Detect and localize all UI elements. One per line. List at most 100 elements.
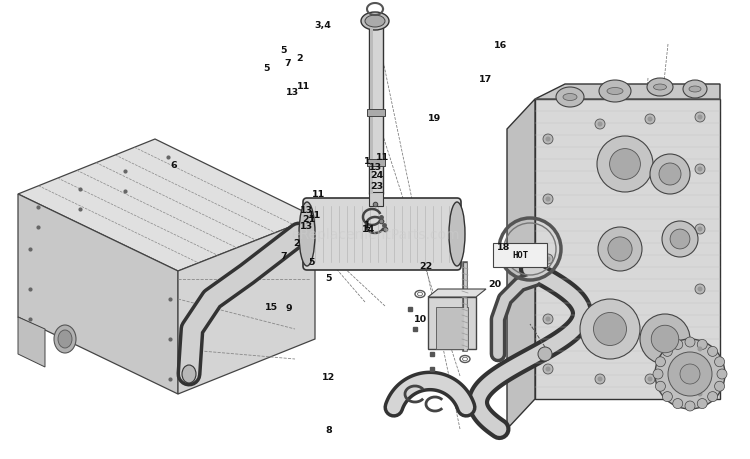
Circle shape	[717, 369, 727, 379]
Circle shape	[598, 122, 602, 127]
Text: 13: 13	[368, 163, 382, 172]
Polygon shape	[535, 100, 720, 399]
Text: 2: 2	[297, 54, 303, 63]
FancyBboxPatch shape	[493, 243, 547, 268]
Circle shape	[595, 120, 605, 130]
Ellipse shape	[361, 13, 389, 31]
Circle shape	[708, 392, 718, 402]
Circle shape	[545, 367, 550, 372]
Circle shape	[698, 399, 707, 409]
Text: 12: 12	[322, 372, 335, 381]
FancyBboxPatch shape	[369, 193, 383, 207]
Circle shape	[608, 237, 632, 262]
Ellipse shape	[556, 88, 584, 108]
Text: 7: 7	[284, 59, 290, 68]
Text: 20: 20	[488, 279, 502, 288]
Circle shape	[698, 167, 703, 172]
Ellipse shape	[365, 16, 385, 28]
Text: 11: 11	[297, 82, 310, 91]
Circle shape	[656, 357, 665, 367]
Text: 3,4: 3,4	[314, 21, 331, 30]
Circle shape	[673, 399, 682, 409]
Text: 5: 5	[308, 257, 314, 266]
Ellipse shape	[683, 81, 707, 99]
Text: 1: 1	[364, 156, 370, 165]
Text: 14: 14	[362, 225, 376, 234]
Circle shape	[598, 377, 602, 382]
Circle shape	[662, 392, 672, 402]
Text: 7: 7	[280, 252, 286, 261]
Circle shape	[651, 325, 679, 353]
FancyBboxPatch shape	[303, 199, 461, 270]
Text: 5: 5	[326, 273, 332, 282]
Polygon shape	[178, 218, 315, 394]
Circle shape	[680, 364, 700, 384]
Text: 22: 22	[419, 262, 433, 271]
Circle shape	[662, 347, 672, 357]
Circle shape	[695, 344, 705, 354]
Circle shape	[647, 377, 652, 382]
Circle shape	[695, 389, 705, 399]
Ellipse shape	[449, 202, 465, 266]
Text: 24: 24	[370, 171, 383, 180]
Text: 2: 2	[293, 239, 299, 248]
Text: 9: 9	[286, 303, 292, 312]
Polygon shape	[18, 317, 45, 367]
FancyBboxPatch shape	[367, 110, 385, 117]
Circle shape	[538, 347, 552, 361]
Circle shape	[698, 340, 707, 350]
Circle shape	[545, 257, 550, 262]
Text: 13: 13	[299, 221, 313, 230]
Circle shape	[598, 228, 642, 271]
Circle shape	[695, 113, 705, 123]
FancyBboxPatch shape	[367, 160, 385, 167]
Circle shape	[708, 347, 718, 357]
Ellipse shape	[563, 94, 577, 101]
Polygon shape	[507, 100, 535, 429]
Circle shape	[545, 197, 550, 202]
Text: 19: 19	[428, 114, 442, 123]
Circle shape	[715, 381, 724, 392]
Polygon shape	[535, 85, 720, 100]
FancyBboxPatch shape	[370, 28, 373, 195]
Text: 23: 23	[370, 181, 383, 190]
Text: 11: 11	[376, 152, 389, 162]
Circle shape	[685, 401, 695, 411]
Circle shape	[650, 155, 690, 195]
Circle shape	[698, 227, 703, 232]
Text: 15: 15	[265, 302, 278, 311]
Circle shape	[543, 195, 553, 205]
Circle shape	[610, 149, 640, 180]
Text: 13: 13	[286, 87, 299, 96]
Circle shape	[670, 230, 690, 249]
FancyBboxPatch shape	[369, 28, 383, 195]
Circle shape	[662, 222, 698, 257]
Circle shape	[645, 374, 655, 384]
Text: 5: 5	[280, 46, 286, 55]
Text: eReplacementParts.com: eReplacementParts.com	[291, 228, 459, 241]
Text: 13: 13	[299, 206, 313, 215]
Circle shape	[647, 117, 652, 122]
Ellipse shape	[607, 88, 623, 95]
Circle shape	[695, 224, 705, 235]
Circle shape	[597, 137, 653, 193]
Circle shape	[595, 374, 605, 384]
Text: 6: 6	[171, 161, 177, 170]
Circle shape	[655, 339, 725, 409]
Text: 1: 1	[364, 220, 370, 230]
Polygon shape	[18, 140, 315, 271]
Circle shape	[656, 381, 665, 392]
Circle shape	[543, 134, 553, 145]
Ellipse shape	[689, 87, 701, 93]
Circle shape	[543, 364, 553, 374]
Text: 17: 17	[479, 74, 493, 84]
Ellipse shape	[58, 330, 72, 348]
Circle shape	[698, 347, 703, 352]
Text: 16: 16	[494, 40, 508, 50]
FancyBboxPatch shape	[428, 297, 476, 349]
Circle shape	[640, 314, 690, 364]
Text: 10: 10	[413, 314, 427, 324]
Circle shape	[698, 287, 703, 292]
Polygon shape	[428, 289, 486, 297]
Ellipse shape	[54, 325, 76, 353]
